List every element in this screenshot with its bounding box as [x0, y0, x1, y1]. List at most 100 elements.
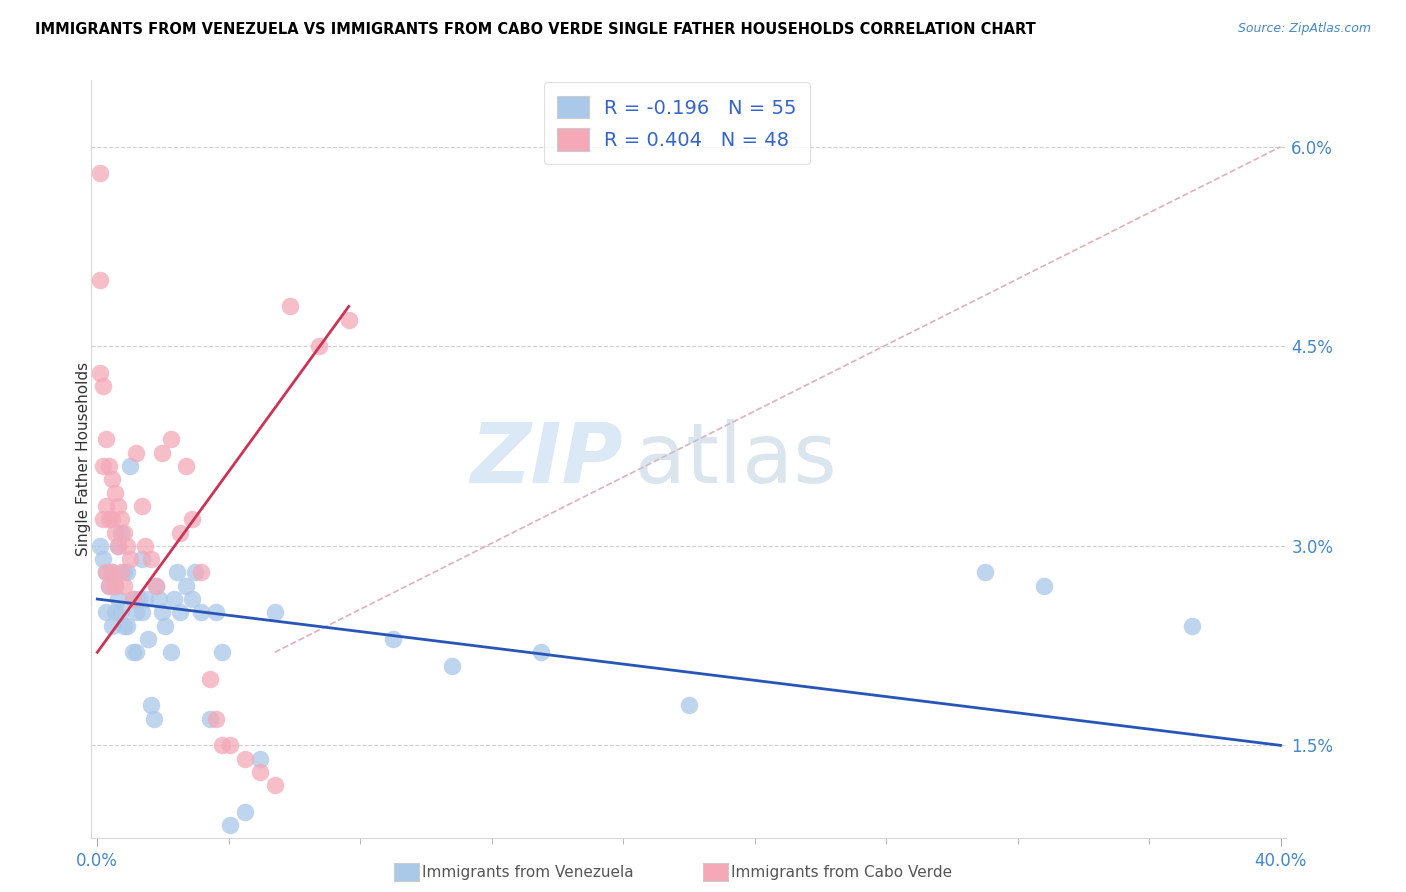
Point — [219, 739, 242, 753]
Point — [96, 566, 118, 580]
Point — [204, 712, 226, 726]
Text: Source: ZipAtlas.com: Source: ZipAtlas.com — [1237, 22, 1371, 36]
Point — [104, 525, 127, 540]
Point — [166, 566, 188, 580]
Text: Immigrants from Venezuela: Immigrants from Venezuela — [422, 865, 634, 880]
Text: ZIP: ZIP — [471, 419, 623, 500]
Point — [211, 739, 233, 753]
Point — [98, 458, 121, 473]
Point — [131, 605, 153, 619]
Point — [441, 658, 464, 673]
Point — [263, 605, 285, 619]
Point — [211, 645, 233, 659]
Point — [181, 592, 204, 607]
Point — [134, 592, 156, 607]
Point — [190, 605, 212, 619]
Point — [125, 645, 148, 659]
Point — [115, 618, 138, 632]
Point — [121, 645, 143, 659]
Text: IMMIGRANTS FROM VENEZUELA VS IMMIGRANTS FROM CABO VERDE SINGLE FATHER HOUSEHOLDS: IMMIGRANTS FROM VENEZUELA VS IMMIGRANTS … — [35, 22, 1036, 37]
Point — [155, 618, 177, 632]
Point — [101, 512, 124, 526]
Point — [233, 752, 256, 766]
Point — [107, 592, 129, 607]
Point — [98, 579, 121, 593]
Point — [382, 632, 405, 646]
Point — [174, 579, 197, 593]
Point — [136, 632, 159, 646]
Y-axis label: Single Father Households: Single Father Households — [76, 362, 90, 557]
Legend: R = -0.196   N = 55, R = 0.404   N = 48: R = -0.196 N = 55, R = 0.404 N = 48 — [544, 82, 810, 164]
Point — [308, 339, 330, 353]
Point — [139, 552, 162, 566]
Text: atlas: atlas — [636, 419, 837, 500]
Text: Immigrants from Cabo Verde: Immigrants from Cabo Verde — [731, 865, 952, 880]
Point — [163, 592, 186, 607]
Point — [190, 566, 212, 580]
Point — [112, 618, 135, 632]
Point — [104, 579, 127, 593]
Point — [145, 579, 167, 593]
Point — [112, 525, 135, 540]
Point — [107, 499, 129, 513]
Point — [131, 499, 153, 513]
Point — [115, 566, 138, 580]
Point — [110, 605, 132, 619]
Point — [91, 552, 114, 566]
Point — [134, 539, 156, 553]
Point — [89, 366, 111, 380]
Point — [107, 539, 129, 553]
Point — [96, 605, 118, 619]
Point — [530, 645, 553, 659]
Point — [118, 552, 141, 566]
Point — [249, 764, 271, 779]
Point — [131, 552, 153, 566]
Point — [160, 433, 183, 447]
Point — [98, 512, 121, 526]
Point — [263, 778, 285, 792]
Point — [198, 712, 221, 726]
Point — [169, 605, 191, 619]
Point — [107, 539, 129, 553]
Point — [145, 579, 167, 593]
Point — [104, 605, 127, 619]
Point — [204, 605, 226, 619]
Point — [337, 312, 360, 326]
Point — [184, 566, 207, 580]
Point — [169, 525, 191, 540]
Point — [125, 446, 148, 460]
Point — [160, 645, 183, 659]
Point — [219, 818, 242, 832]
Point — [96, 566, 118, 580]
Point — [89, 273, 111, 287]
Point — [110, 566, 132, 580]
Point — [91, 458, 114, 473]
Point — [678, 698, 700, 713]
Point — [118, 458, 141, 473]
Point — [110, 512, 132, 526]
Point — [121, 592, 143, 607]
Point — [125, 605, 148, 619]
Point — [101, 618, 124, 632]
Point — [233, 805, 256, 819]
Point — [249, 752, 271, 766]
Point — [91, 379, 114, 393]
Point — [278, 300, 301, 314]
Point — [101, 566, 124, 580]
Point — [148, 592, 170, 607]
Point — [150, 446, 173, 460]
Point — [101, 566, 124, 580]
Point — [128, 592, 150, 607]
Point — [121, 592, 143, 607]
Point — [112, 579, 135, 593]
Point — [104, 579, 127, 593]
Point — [110, 525, 132, 540]
Point — [150, 605, 173, 619]
Point — [973, 566, 995, 580]
Point — [115, 539, 138, 553]
Point — [89, 166, 111, 180]
Point — [142, 712, 165, 726]
Point — [96, 433, 118, 447]
Point — [174, 458, 197, 473]
Point — [96, 499, 118, 513]
